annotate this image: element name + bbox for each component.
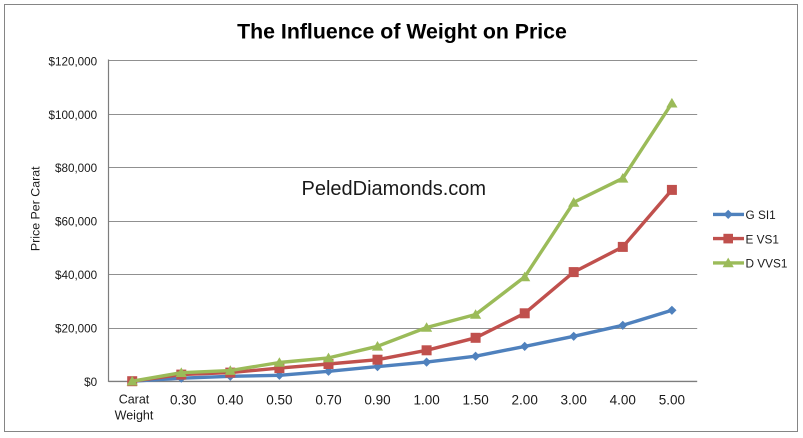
svg-text:3.00: 3.00 [561, 392, 587, 407]
svg-text:$60,000: $60,000 [55, 216, 98, 229]
svg-text:1.50: 1.50 [462, 392, 488, 407]
svg-text:$100,000: $100,000 [48, 109, 97, 122]
svg-text:$0: $0 [84, 376, 98, 389]
svg-text:0.90: 0.90 [364, 392, 390, 407]
svg-text:D VVS1: D VVS1 [746, 257, 788, 271]
svg-text:$40,000: $40,000 [55, 269, 98, 282]
svg-text:Carat: Carat [119, 393, 150, 407]
svg-text:$20,000: $20,000 [55, 323, 98, 336]
svg-text:5.00: 5.00 [659, 392, 685, 407]
svg-text:Weight: Weight [115, 408, 154, 422]
svg-text:0.40: 0.40 [217, 392, 243, 407]
svg-text:0.50: 0.50 [266, 392, 292, 407]
svg-text:2.00: 2.00 [512, 392, 538, 407]
svg-text:The Influence of Weight on Pri: The Influence of Weight on Price [237, 20, 567, 44]
svg-text:4.00: 4.00 [610, 392, 636, 407]
svg-text:0.30: 0.30 [170, 392, 196, 407]
svg-text:G SI1: G SI1 [746, 208, 776, 222]
svg-text:1.00: 1.00 [413, 392, 439, 407]
svg-text:$120,000: $120,000 [48, 55, 97, 68]
svg-text:Price Per Carat: Price Per Carat [29, 166, 43, 251]
svg-text:0.70: 0.70 [315, 392, 341, 407]
svg-text:$80,000: $80,000 [55, 162, 98, 175]
svg-text:PeledDiamonds.com: PeledDiamonds.com [302, 178, 487, 200]
svg-text:E VS1: E VS1 [746, 232, 779, 246]
